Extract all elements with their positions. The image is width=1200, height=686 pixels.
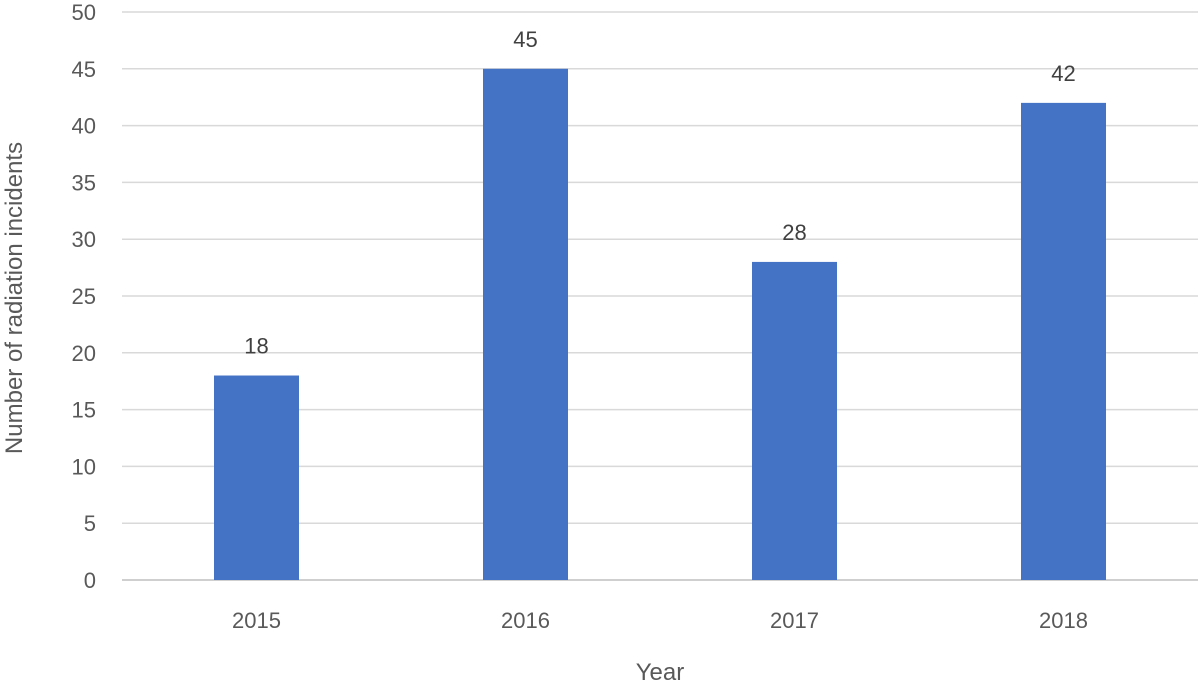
x-axis-title: Year	[636, 659, 685, 686]
x-tick-label: 2017	[770, 608, 819, 633]
bar	[1021, 102, 1106, 580]
x-tick-label: 2016	[501, 608, 550, 633]
y-tick-label: 15	[72, 398, 96, 423]
bar	[752, 261, 837, 580]
y-tick-label: 35	[72, 170, 96, 195]
bars	[214, 68, 1106, 581]
x-axis-ticks: 2015 2016 2017 2018	[232, 608, 1088, 633]
y-axis-title: Number of radiation incidents	[1, 142, 28, 454]
y-tick-label: 0	[84, 568, 96, 593]
y-axis-ticks: 0 5 10 15 20 25 30 35 40 45 50	[72, 0, 96, 593]
data-label: 28	[782, 220, 806, 245]
y-tick-label: 10	[72, 454, 96, 479]
gridlines	[122, 11, 1198, 581]
bar	[483, 68, 568, 581]
x-tick-label: 2015	[232, 608, 281, 633]
y-tick-label: 20	[72, 341, 96, 366]
y-tick-label: 40	[72, 114, 96, 139]
data-labels: 18 45 28 42	[244, 27, 1075, 359]
bar	[214, 375, 299, 580]
y-tick-label: 30	[72, 227, 96, 252]
y-tick-label: 45	[72, 57, 96, 82]
data-label: 18	[244, 334, 268, 359]
y-tick-label: 25	[72, 284, 96, 309]
y-tick-label: 50	[72, 0, 96, 25]
x-tick-label: 2018	[1039, 608, 1088, 633]
data-label: 42	[1051, 61, 1075, 86]
y-tick-label: 5	[84, 511, 96, 536]
data-label: 45	[513, 27, 537, 52]
